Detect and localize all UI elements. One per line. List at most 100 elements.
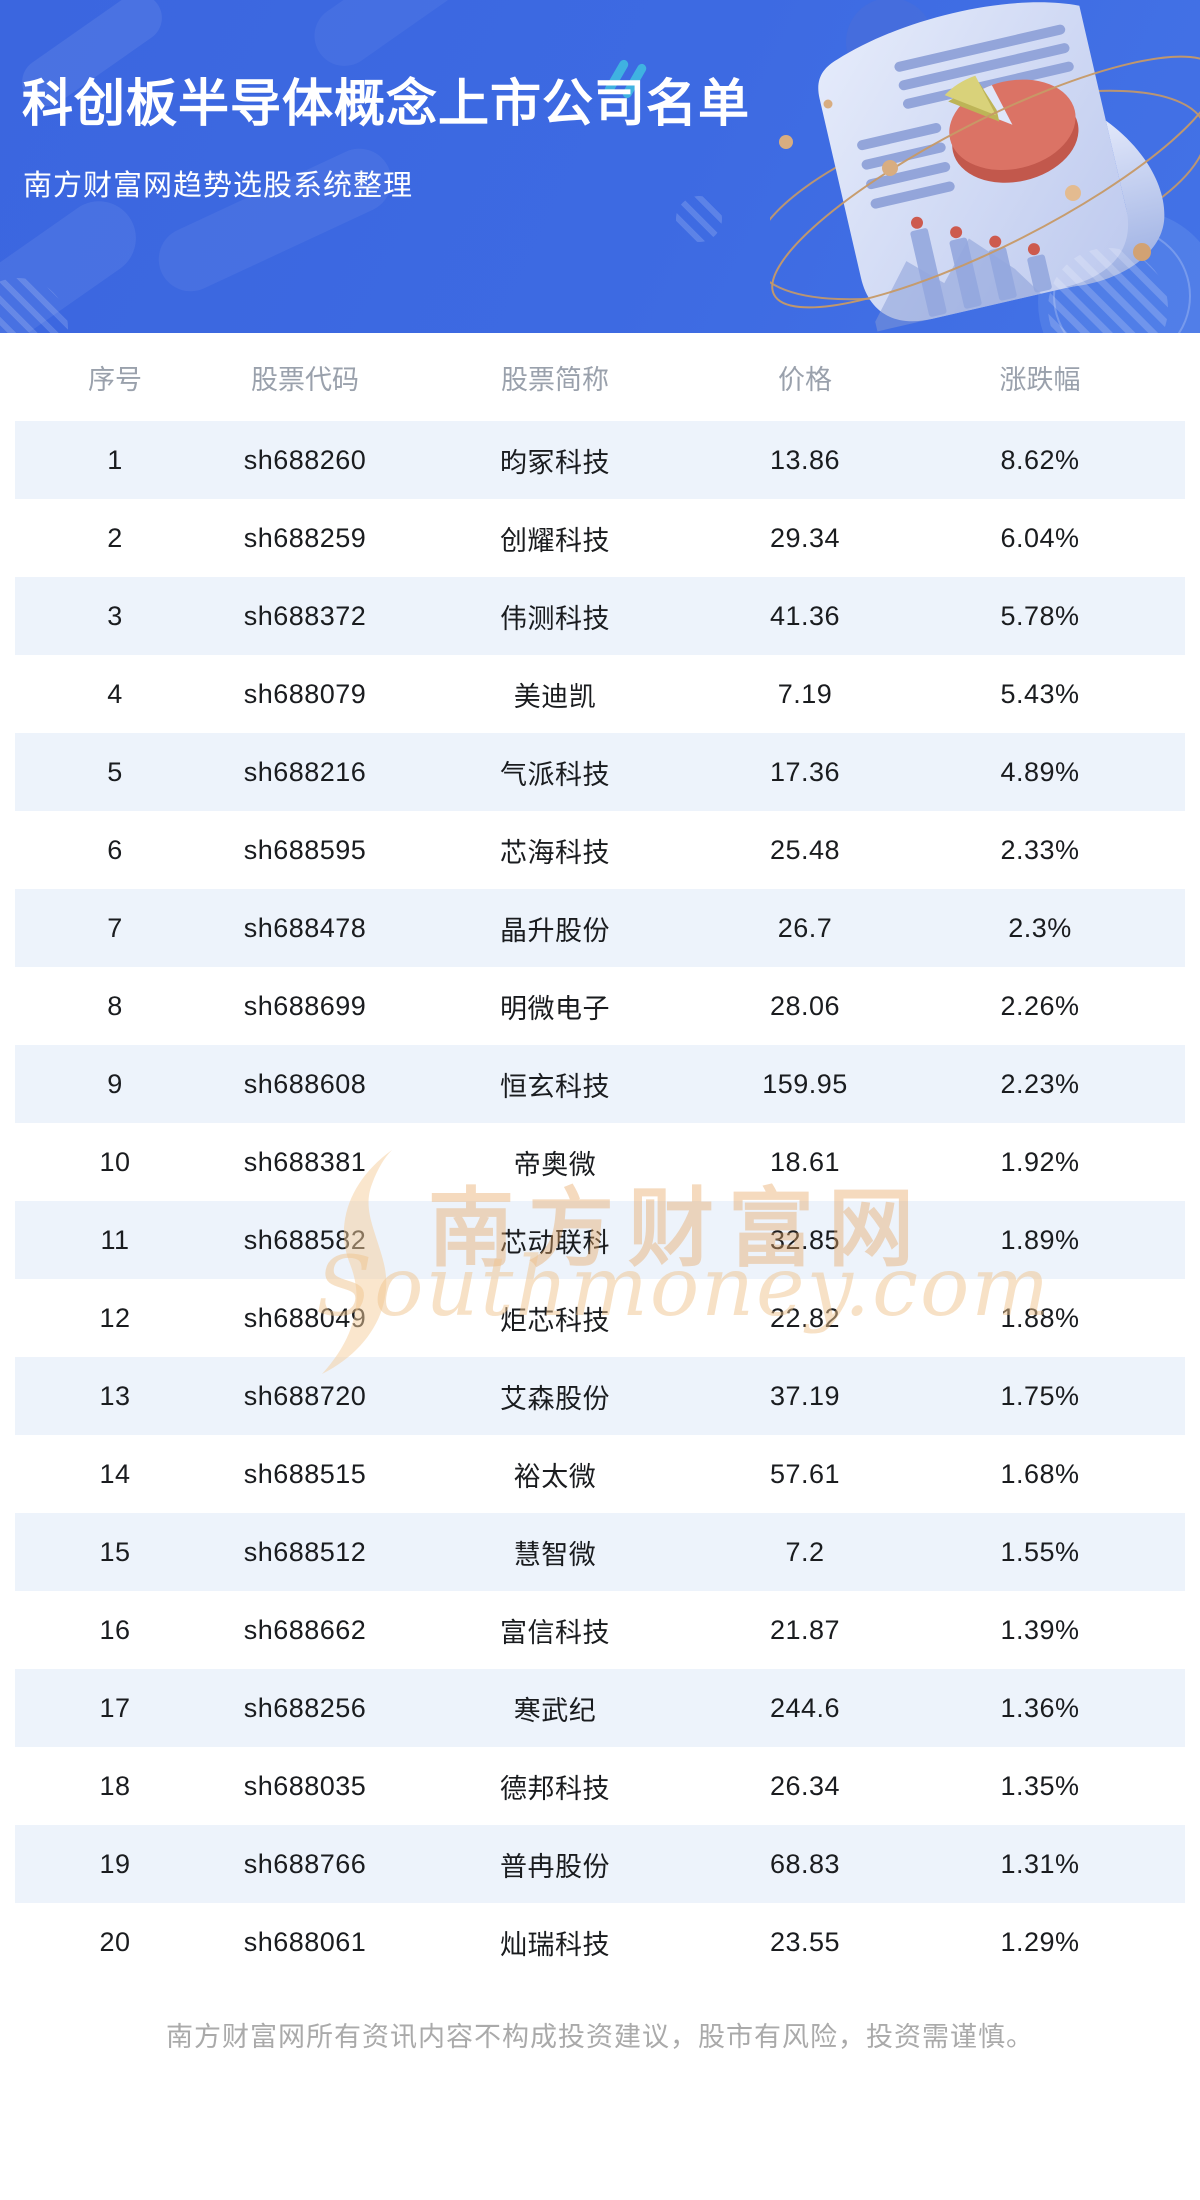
cell-change-percent: 2.26% bbox=[1000, 990, 1080, 1021]
column-header-change-percent: 涨跌幅 bbox=[895, 333, 1185, 421]
cell-index: 12 bbox=[99, 1302, 131, 1333]
cell-price: 21.87 bbox=[769, 1614, 841, 1645]
cell-stock-name: 芯海科技 bbox=[500, 837, 610, 868]
cell-index: 8 bbox=[107, 990, 123, 1021]
stock-list-section: 序号 股票代码 股票简称 价格 涨跌幅 1 sh688260 昀冢科技 13.86 8.62% 2… bbox=[0, 333, 1200, 2054]
table-row: 6 sh688595 芯海科技 25.48 2.33% bbox=[15, 811, 1185, 889]
cell-stock-code: sh688381 bbox=[243, 1146, 367, 1177]
cell-index: 16 bbox=[99, 1614, 131, 1645]
cell-index: 3 bbox=[107, 600, 123, 631]
cell-stock-code: sh688766 bbox=[243, 1848, 367, 1879]
cell-change-percent: 1.39% bbox=[1000, 1614, 1080, 1645]
table-row: 20 sh688061 灿瑞科技 23.55 1.29% bbox=[15, 1903, 1185, 1981]
cell-stock-name: 创耀科技 bbox=[500, 525, 610, 556]
cell-stock-name: 美迪凯 bbox=[513, 681, 597, 712]
cell-stock-code: sh688259 bbox=[243, 522, 367, 553]
cell-stock-name: 灿瑞科技 bbox=[500, 1929, 610, 1960]
cell-stock-name: 炬芯科技 bbox=[500, 1305, 610, 1336]
cell-price: 68.83 bbox=[769, 1848, 841, 1879]
cell-index: 4 bbox=[107, 678, 123, 709]
cell-stock-code: sh688720 bbox=[243, 1380, 367, 1411]
cell-stock-code: sh688515 bbox=[243, 1458, 367, 1489]
cell-stock-code: sh688478 bbox=[243, 912, 367, 943]
cell-change-percent: 5.43% bbox=[1000, 678, 1080, 709]
table-row: 17 sh688256 寒武纪 244.6 1.36% bbox=[15, 1669, 1185, 1747]
striped-circle-decoration bbox=[676, 196, 722, 242]
cell-stock-code: sh688512 bbox=[243, 1536, 367, 1567]
cell-change-percent: 1.55% bbox=[1000, 1536, 1080, 1567]
table-row: 3 sh688372 伟测科技 41.36 5.78% bbox=[15, 577, 1185, 655]
cell-index: 6 bbox=[107, 834, 123, 865]
table-row: 10 sh688381 帝奥微 18.61 1.92% bbox=[15, 1123, 1185, 1201]
table-row: 1 sh688260 昀冢科技 13.86 8.62% bbox=[15, 421, 1185, 499]
pie-chart-icon bbox=[944, 75, 1079, 183]
table-row: 16 sh688662 富信科技 21.87 1.39% bbox=[15, 1591, 1185, 1669]
striped-circle-decoration bbox=[1048, 248, 1168, 333]
cell-stock-name: 慧智微 bbox=[513, 1539, 597, 1570]
cell-change-percent: 1.36% bbox=[1000, 1692, 1080, 1723]
cell-index: 11 bbox=[100, 1224, 130, 1255]
cell-index: 9 bbox=[107, 1068, 123, 1099]
table-row: 14 sh688515 裕太微 57.61 1.68% bbox=[15, 1435, 1185, 1513]
table-header-row: 序号 股票代码 股票简称 价格 涨跌幅 bbox=[15, 333, 1185, 421]
table-row: 12 sh688049 炬芯科技 22.82 1.88% bbox=[15, 1279, 1185, 1357]
cell-change-percent: 1.89% bbox=[1000, 1224, 1080, 1255]
table-row: 7 sh688478 晶升股份 26.7 2.3% bbox=[15, 889, 1185, 967]
table-row: 11 sh688582 芯动联科 32.85 1.89% bbox=[15, 1201, 1185, 1279]
cell-change-percent: 1.31% bbox=[1000, 1848, 1080, 1879]
cell-index: 14 bbox=[99, 1458, 131, 1489]
cell-price: 26.7 bbox=[777, 912, 833, 943]
cell-stock-name: 伟测科技 bbox=[500, 603, 610, 634]
cell-stock-name: 裕太微 bbox=[513, 1461, 597, 1492]
cell-price: 32.85 bbox=[769, 1224, 841, 1255]
cell-stock-name: 明微电子 bbox=[500, 993, 610, 1024]
cell-stock-name: 晶升股份 bbox=[500, 915, 610, 946]
cell-index: 19 bbox=[99, 1848, 131, 1879]
cell-index: 15 bbox=[99, 1536, 131, 1567]
cell-change-percent: 1.88% bbox=[1000, 1302, 1080, 1333]
cell-stock-code: sh688608 bbox=[243, 1068, 367, 1099]
cell-index: 2 bbox=[107, 522, 123, 553]
cell-index: 10 bbox=[99, 1146, 131, 1177]
cell-stock-name: 恒玄科技 bbox=[500, 1071, 610, 1102]
cell-stock-name: 帝奥微 bbox=[513, 1149, 597, 1180]
table-row: 19 sh688766 普冉股份 68.83 1.31% bbox=[15, 1825, 1185, 1903]
column-header-stock-name: 股票简称 bbox=[395, 333, 715, 421]
cell-index: 1 bbox=[107, 444, 123, 475]
cell-price: 22.82 bbox=[769, 1302, 841, 1333]
cell-price: 7.2 bbox=[785, 1536, 825, 1567]
cell-price: 7.19 bbox=[777, 678, 833, 709]
cell-stock-name: 芯动联科 bbox=[500, 1227, 610, 1258]
cell-change-percent: 2.23% bbox=[1000, 1068, 1080, 1099]
cell-price: 37.19 bbox=[769, 1380, 841, 1411]
table-row: 9 sh688608 恒玄科技 159.95 2.23% bbox=[15, 1045, 1185, 1123]
cell-stock-code: sh688595 bbox=[243, 834, 367, 865]
cell-change-percent: 1.29% bbox=[1000, 1926, 1080, 1957]
cell-stock-code: sh688079 bbox=[243, 678, 367, 709]
cell-stock-name: 普冉股份 bbox=[500, 1851, 610, 1882]
cell-price: 26.34 bbox=[769, 1770, 841, 1801]
stock-table: 序号 股票代码 股票简称 价格 涨跌幅 1 sh688260 昀冢科技 13.86 8.62% 2… bbox=[15, 333, 1185, 1981]
orbit-line-front bbox=[771, 55, 1200, 309]
cell-price: 41.36 bbox=[769, 600, 841, 631]
cell-price: 23.55 bbox=[769, 1926, 841, 1957]
cell-stock-code: sh688699 bbox=[243, 990, 367, 1021]
disclaimer-text: 南方财富网所有资讯内容不构成投资建议，股市有风险，投资需谨慎。 bbox=[166, 2022, 1034, 2052]
cell-change-percent: 8.62% bbox=[1000, 444, 1080, 475]
cell-stock-code: sh688256 bbox=[243, 1692, 367, 1723]
cell-price: 244.6 bbox=[769, 1692, 841, 1723]
cell-stock-name: 艾森股份 bbox=[500, 1383, 610, 1414]
cell-stock-name: 富信科技 bbox=[500, 1617, 610, 1648]
bar-chart-icon bbox=[910, 216, 1052, 317]
cell-index: 5 bbox=[107, 756, 123, 787]
table-row: 5 sh688216 气派科技 17.36 4.89% bbox=[15, 733, 1185, 811]
cell-stock-code: sh688582 bbox=[243, 1224, 367, 1255]
cell-stock-code: sh688216 bbox=[243, 756, 367, 787]
cell-change-percent: 2.33% bbox=[1000, 834, 1080, 865]
table-row: 18 sh688035 德邦科技 26.34 1.35% bbox=[15, 1747, 1185, 1825]
cell-stock-code: sh688061 bbox=[243, 1926, 367, 1957]
cell-price: 57.61 bbox=[769, 1458, 841, 1489]
banner: 科创板半导体概念上市公司名单 南方财富网趋势选股系统整理 bbox=[0, 0, 1200, 333]
cell-index: 7 bbox=[107, 912, 123, 943]
